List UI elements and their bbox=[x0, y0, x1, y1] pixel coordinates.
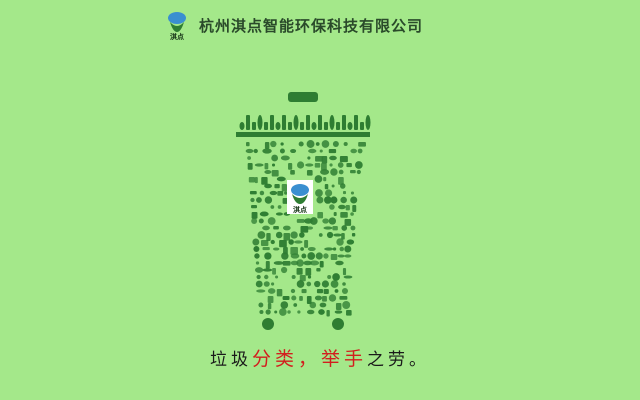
slogan-part-1: 垃圾 bbox=[209, 350, 252, 370]
company-name: 杭州淇点智能环保科技有限公司 bbox=[199, 16, 424, 35]
bin-center-logo-text: 淇点 bbox=[293, 205, 307, 214]
logo-text: 淇点 bbox=[170, 32, 184, 40]
trash-bin-icon: 淇点 bbox=[236, 92, 371, 330]
slogan: 垃圾分类，举手之劳。 bbox=[0, 344, 640, 371]
trash-bin-illustration: 淇点 bbox=[228, 92, 378, 332]
slogan-part-3: 之劳。 bbox=[367, 350, 430, 370]
header: 淇点 杭州淇点智能环保科技有限公司 bbox=[165, 10, 423, 40]
slogan-part-2: 分类，举手 bbox=[251, 348, 367, 370]
logo-icon: 淇点 bbox=[168, 12, 186, 40]
company-logo: 淇点 bbox=[165, 10, 189, 40]
bin-center-logo: 淇点 bbox=[287, 180, 313, 214]
